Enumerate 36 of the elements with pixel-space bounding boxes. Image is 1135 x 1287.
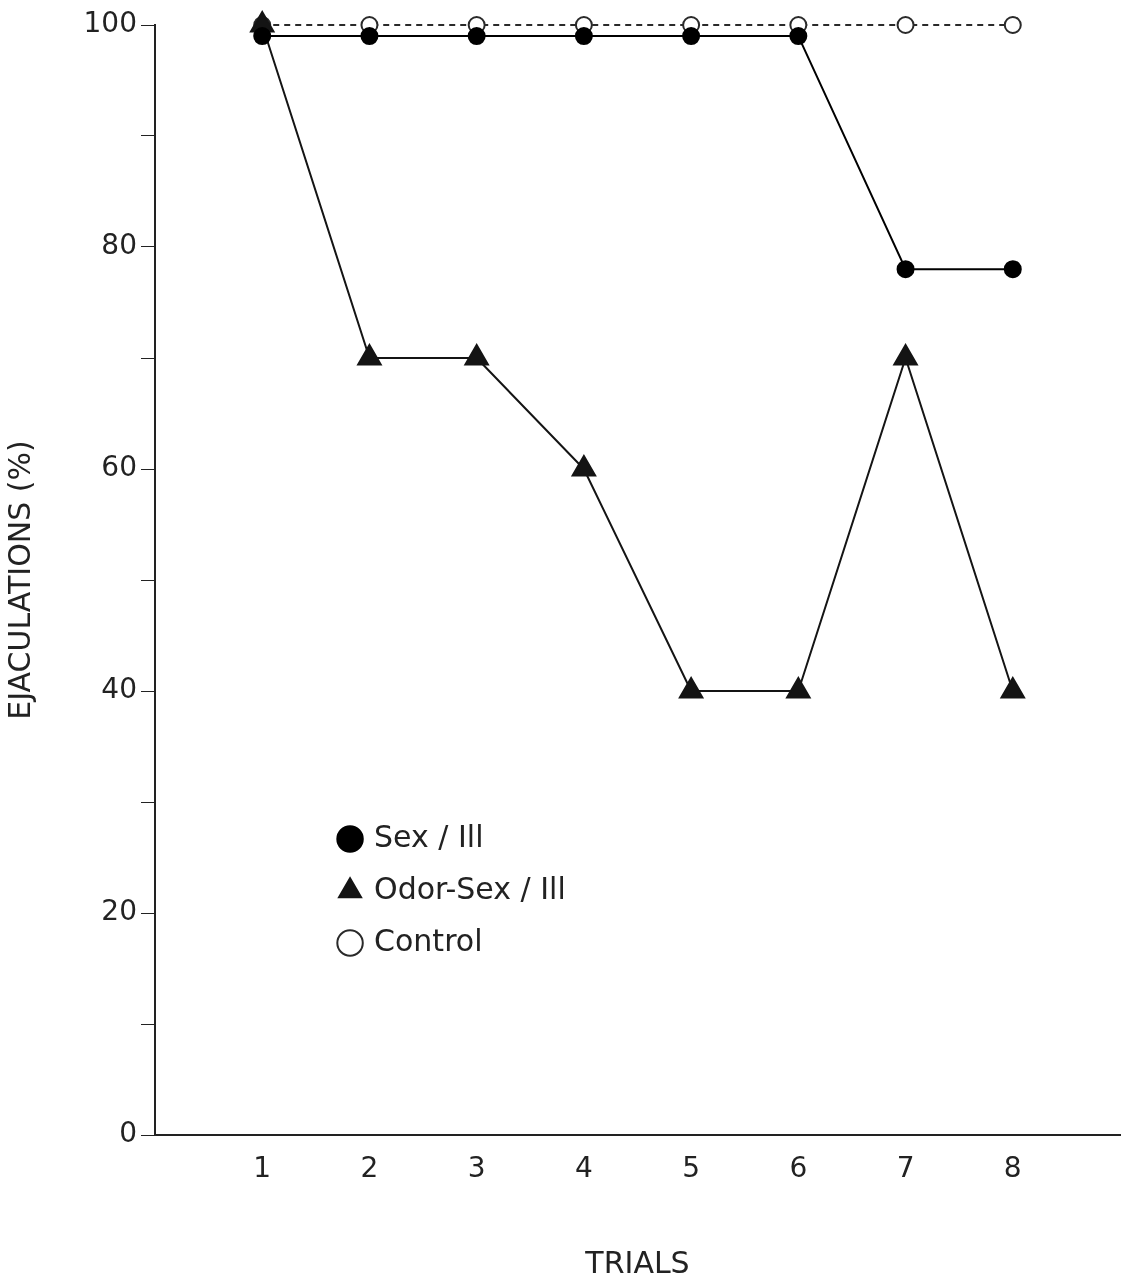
x-tick-label: 5 (682, 1151, 701, 1185)
point (467, 27, 486, 46)
y-tick-label: 80 (101, 228, 137, 262)
x-tick-label: 6 (789, 1151, 808, 1185)
point (360, 27, 379, 46)
x-axis-title: TRIALS (584, 1244, 690, 1280)
y-axis-title: EJACULATIONS (%) (1, 440, 37, 720)
y-tick-label: 40 (101, 672, 137, 706)
legend-label: Odor-Sex / Ill (374, 870, 566, 906)
point (786, 677, 811, 699)
point (464, 344, 489, 366)
y-tick-label: 60 (101, 450, 137, 484)
x-tick-label: 7 (896, 1151, 915, 1185)
point (357, 344, 382, 366)
point (789, 27, 808, 46)
point (1003, 260, 1022, 279)
y-tick-label: 100 (83, 6, 137, 40)
point (682, 27, 701, 46)
x-tick-label: 3 (467, 1151, 486, 1185)
point (1003, 16, 1022, 34)
x-tick-label: 2 (360, 1151, 379, 1185)
y-tick-label: 0 (119, 1116, 137, 1150)
point (896, 16, 915, 34)
point (253, 27, 272, 46)
x-tick-label: 1 (253, 1151, 272, 1185)
point (571, 455, 597, 477)
point (574, 27, 593, 46)
point (896, 260, 915, 279)
point (1000, 677, 1026, 699)
y-tick-label: 20 (101, 894, 137, 928)
legend-label: Control (374, 922, 483, 958)
x-tick-label: 8 (1003, 1151, 1022, 1185)
point (678, 677, 704, 699)
point (893, 344, 918, 366)
legend-label: Sex / Ill (374, 818, 484, 854)
x-tick-label: 4 (574, 1151, 593, 1185)
